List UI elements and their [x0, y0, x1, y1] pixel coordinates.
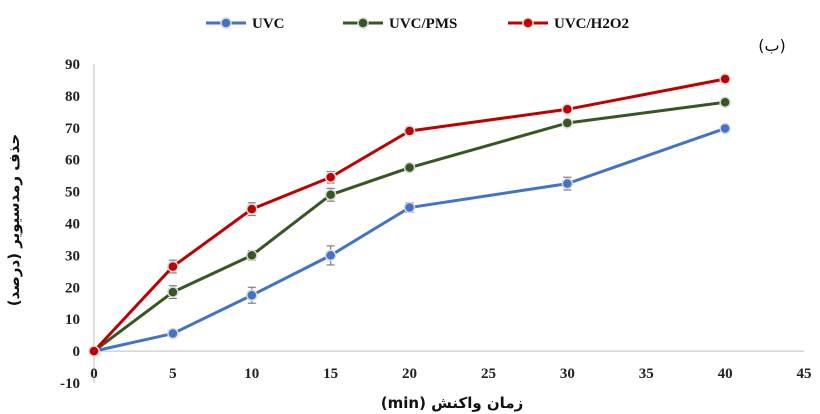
y-tick-label: 30	[65, 248, 80, 264]
x-tick-label: 30	[560, 366, 575, 382]
x-tick-label: 45	[797, 366, 812, 382]
x-tick-label: 25	[481, 366, 496, 382]
series-uvc	[88, 122, 731, 357]
data-point	[403, 125, 416, 137]
x-tick-label: 40	[718, 366, 733, 382]
data-point	[246, 203, 258, 215]
data-point	[246, 249, 258, 262]
legend: UVC UVC/PMS UVC/H2O2	[206, 16, 629, 32]
y-tick-label: 90	[65, 57, 80, 73]
series-line	[93, 100, 726, 353]
data-point	[561, 177, 574, 190]
series-uvc-h2o2	[88, 73, 731, 357]
series-line	[93, 127, 726, 353]
y-tick-label: 60	[65, 153, 80, 169]
legend-marker	[220, 17, 232, 29]
y-tick-label: 0	[73, 344, 81, 360]
y-axis-title: حذف رمدسیویر (درصد)	[5, 134, 23, 306]
legend-marker	[522, 17, 534, 29]
y-tick-label: 70	[65, 121, 80, 137]
data-point	[167, 327, 179, 340]
legend-item: UVC	[206, 16, 285, 32]
x-tick-label: 20	[402, 366, 417, 382]
data-point	[324, 171, 337, 183]
legend-label: UVC/PMS	[389, 16, 457, 32]
data-point	[324, 189, 337, 201]
tick-labels: -10 0 10 20 30 40 50 60 70 80 90 0 5 10 15 20 25 30 35 40 45	[60, 57, 812, 392]
data-point	[403, 201, 416, 214]
x-tick-label: 35	[639, 366, 654, 382]
x-tick-label: 10	[244, 366, 259, 382]
x-tick-label: 5	[169, 366, 177, 382]
x-axis-title: زمان واکنش (min)	[381, 394, 524, 412]
data-point	[88, 345, 100, 357]
data-point	[403, 161, 416, 174]
legend-item: UVC/PMS	[343, 16, 457, 32]
data-point	[167, 260, 179, 273]
data-point	[246, 289, 258, 302]
data-point	[561, 117, 574, 129]
legend-label: UVC/H2O2	[554, 16, 629, 32]
x-tick-label: 0	[90, 366, 98, 382]
y-tick-label: 10	[65, 312, 80, 328]
legend-marker	[357, 17, 369, 29]
panel-label: (ب)	[758, 36, 786, 55]
x-tick-label: 15	[323, 366, 338, 382]
legend-item: UVC/H2O2	[508, 16, 629, 32]
legend-label: UVC	[252, 16, 285, 32]
y-tick-label: 50	[65, 185, 80, 201]
y-tick-label: 80	[65, 89, 80, 105]
data-point	[719, 73, 731, 85]
y-tick-label: 40	[65, 217, 80, 233]
y-tick-label: 20	[65, 280, 80, 296]
data-point	[719, 122, 731, 135]
y-tick-label: -10	[60, 376, 80, 392]
data-point	[167, 286, 179, 298]
series-line	[92, 77, 726, 353]
data-point	[719, 96, 731, 109]
data-point	[324, 249, 337, 262]
data-point	[561, 103, 574, 116]
plot-area	[88, 73, 731, 357]
axes	[93, 64, 804, 383]
